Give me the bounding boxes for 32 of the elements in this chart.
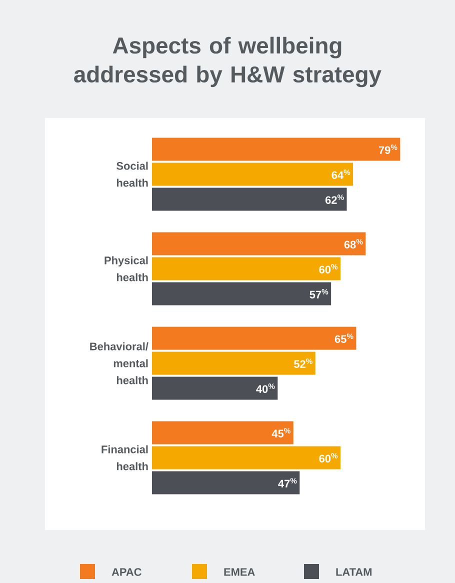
bar [152,421,294,444]
legend-label: LATAM [336,568,372,576]
bar [152,352,316,375]
bar [152,138,400,161]
data-label: 45$^{%}$ [272,428,290,438]
data-label: 64$^{%}$ [332,170,350,179]
data-label: 52$^{%}$ [294,358,312,368]
data-label: 60$^{%}$ [319,453,338,462]
bar [152,257,340,280]
bar [152,326,356,350]
bar [152,471,300,494]
bar [152,446,340,470]
y-tick-label: Behavioral/ mental health [90,342,148,384]
bar [152,188,347,211]
data-label: 60$^{%}$ [319,264,338,274]
data-label: 79$^{%}$ [378,144,398,154]
data-label: 40$^{%}$ [256,384,275,393]
y-tick-label: Social health [116,162,148,187]
data-label: 62$^{%}$ [325,194,344,204]
legend-label: EMEA [224,568,255,576]
data-label: 47$^{%}$ [278,478,297,488]
y-tick-label: Physical health [104,256,148,282]
bar [152,282,332,306]
y-tick-label: Financial health [102,445,148,470]
legend-label: APAC [112,568,142,576]
bar [152,232,366,256]
data-label: 65$^{%}$ [334,334,354,343]
data-label: 68$^{%}$ [344,239,363,248]
data-label: 57$^{%}$ [310,289,328,298]
bar [152,376,278,400]
bar [152,162,354,186]
chart-title: Aspects of wellbeing addressed by H&W strategy [74,36,382,88]
